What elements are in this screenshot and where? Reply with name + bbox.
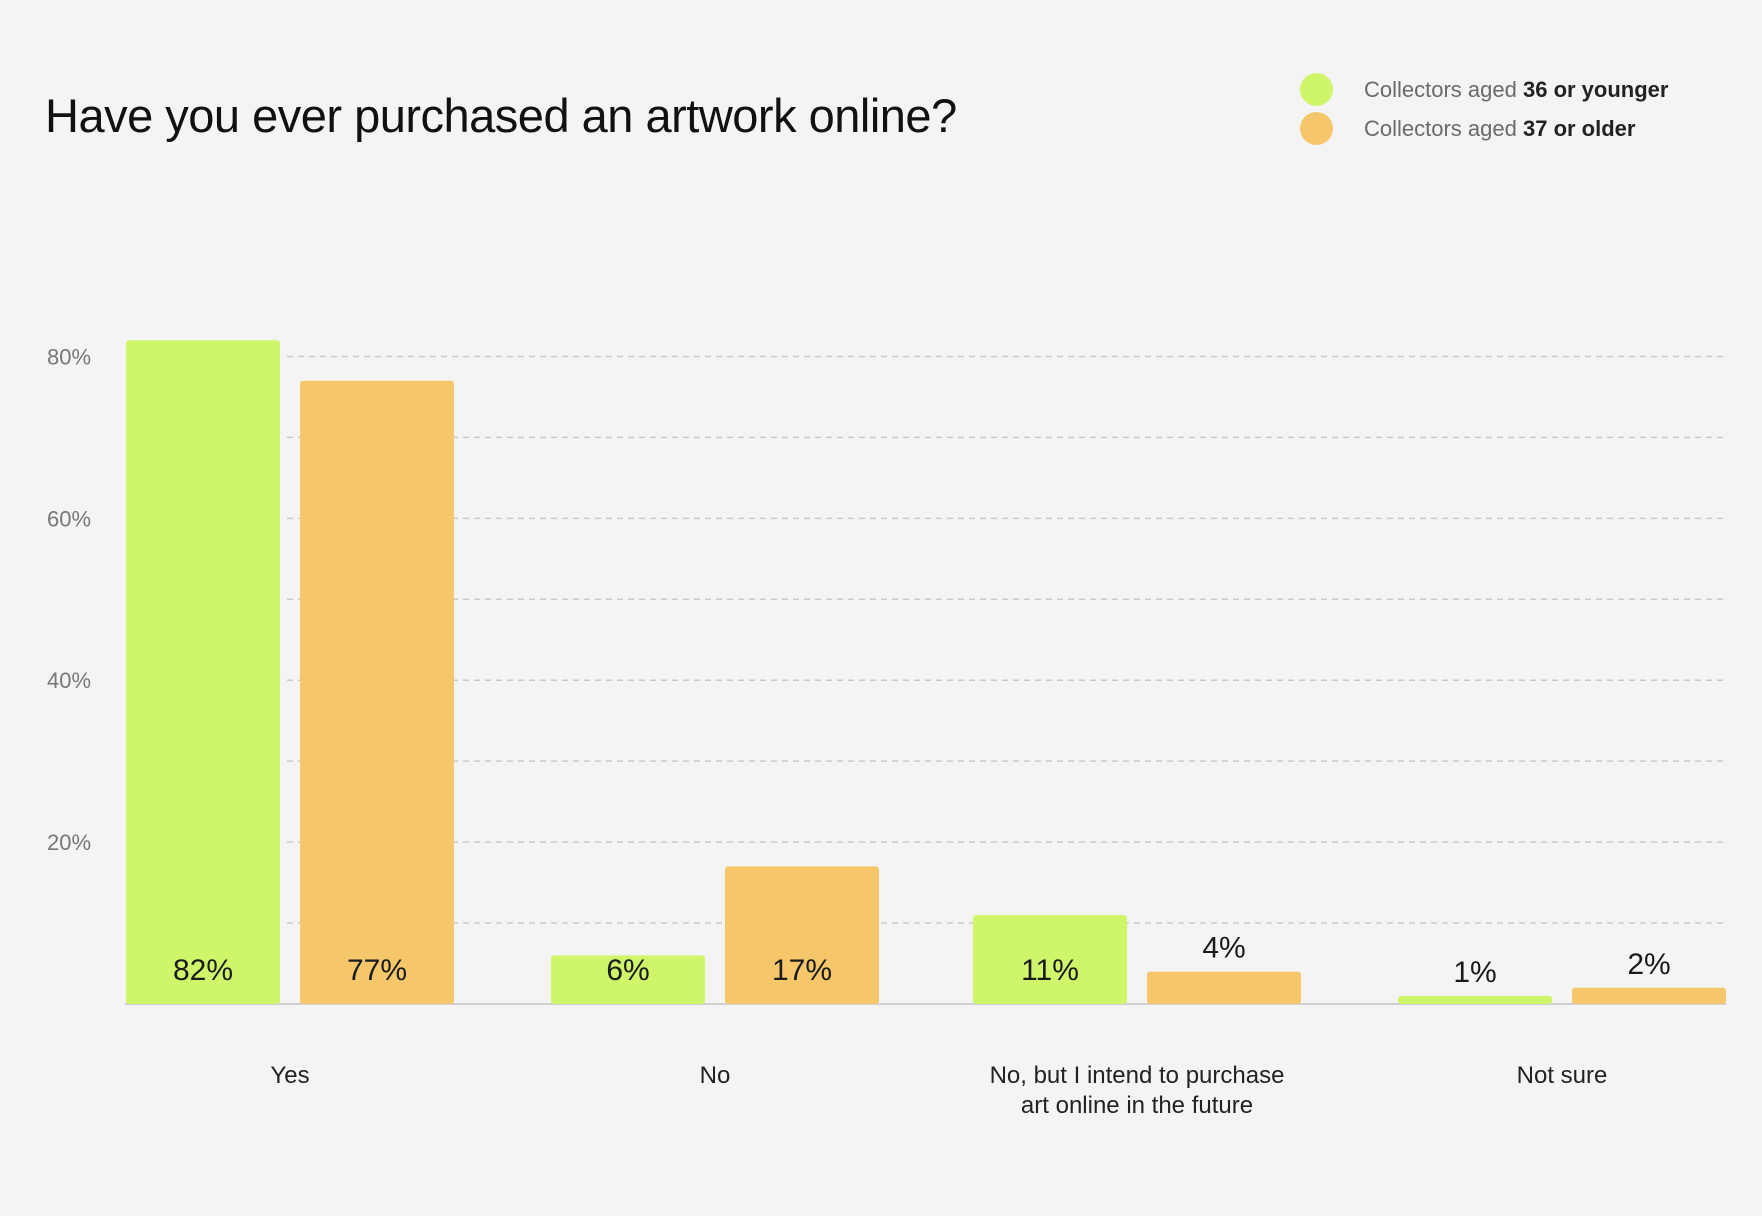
bar	[725, 866, 879, 1004]
x-tick-label: Yes	[270, 1062, 309, 1089]
bar-value-label: 1%	[1453, 956, 1496, 989]
bar	[1572, 987, 1726, 1004]
bar	[1147, 971, 1301, 1004]
y-tick-label: 80%	[47, 344, 91, 369]
legend-item-younger: Collectors aged 36 or younger	[1300, 70, 1668, 109]
bar-value-label: 4%	[1202, 932, 1245, 965]
x-tick-label: No, but I intend to purchase	[990, 1062, 1285, 1089]
bar-value-label: 77%	[347, 954, 407, 987]
legend-label-older: Collectors aged 37 or older	[1364, 115, 1636, 141]
bar-value-label: 2%	[1627, 948, 1670, 981]
chart-title: Have you ever purchased an artwork onlin…	[45, 89, 957, 142]
bar	[973, 914, 1127, 1004]
bar-value-label: 6%	[606, 954, 649, 987]
y-tick-label: 60%	[47, 506, 91, 531]
x-tick-label: No	[700, 1062, 731, 1089]
chart-legend: Collectors aged 36 or younger Collectors…	[1300, 70, 1668, 148]
y-tick-label: 20%	[47, 830, 91, 855]
legend-swatch-younger	[1300, 73, 1333, 106]
bar-value-label: 82%	[173, 954, 233, 987]
legend-item-older: Collectors aged 37 or older	[1300, 109, 1668, 148]
bar-value-label: 17%	[772, 954, 832, 987]
bar	[551, 955, 705, 1004]
bar	[300, 380, 454, 1004]
bar	[126, 340, 280, 1004]
bar-value-label: 11%	[1021, 954, 1079, 987]
bar	[1398, 995, 1552, 1004]
x-tick-label: Not sure	[1517, 1062, 1608, 1089]
y-tick-label: 40%	[47, 668, 91, 693]
legend-label-younger: Collectors aged 36 or younger	[1364, 76, 1669, 102]
legend-swatch-older	[1300, 112, 1333, 145]
x-tick-label: art online in the future	[1021, 1092, 1253, 1119]
